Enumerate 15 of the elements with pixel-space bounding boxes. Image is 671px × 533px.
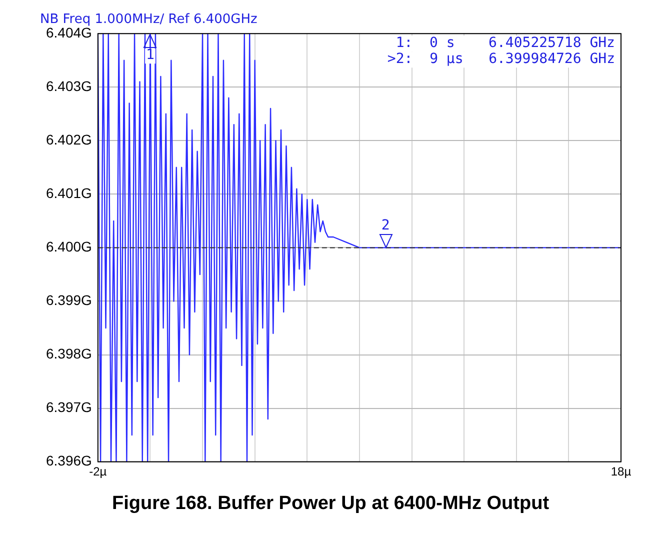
annotation: 2: [381, 217, 390, 234]
annotation: 1: [146, 47, 154, 64]
y-tick-label: 6.399G: [46, 292, 92, 308]
text: Figure 168. Buffer Power Up at 6400-MHz Output: [112, 492, 550, 514]
y-tick-label: 6.400G: [46, 238, 92, 255]
y-tick-label: 6.396G: [46, 452, 92, 469]
x-tick-label: 18µ: [610, 464, 632, 478]
x-tick-label: -2µ: [89, 464, 107, 478]
y-tick-label: 6.403G: [46, 78, 92, 94]
annotation: 1: 0 s 6.405225718 GHz: [396, 35, 615, 52]
annotation: >2: 9 µs 6.399984726 GHz: [387, 51, 615, 68]
y-tick-label: 6.402G: [46, 132, 92, 148]
y-tick-label: 6.397G: [46, 399, 92, 416]
y-tick-label: 6.398G: [46, 346, 92, 362]
y-tick-label: 6.401G: [46, 185, 92, 202]
